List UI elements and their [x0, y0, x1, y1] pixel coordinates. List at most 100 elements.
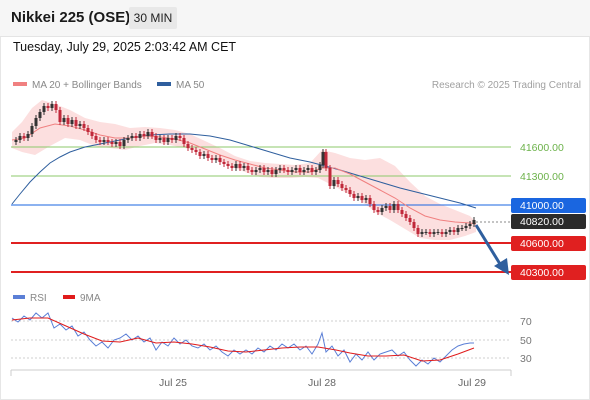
candle-body	[282, 168, 286, 170]
rsi-ma9-line	[11, 317, 475, 362]
candle-body	[70, 120, 74, 124]
candle-body	[110, 142, 114, 144]
candle-body	[26, 134, 30, 138]
candle-body	[444, 232, 448, 234]
candle-body	[194, 150, 198, 152]
candle-body	[178, 136, 182, 138]
candle-body	[182, 138, 186, 144]
rsi-line	[11, 312, 474, 367]
support-tag-1	[511, 236, 586, 251]
candle-body	[138, 134, 142, 138]
candle-body	[274, 170, 278, 174]
candle-body	[102, 140, 106, 142]
candle-body	[262, 168, 266, 172]
candle-body	[226, 164, 230, 166]
candle-body	[368, 198, 372, 204]
candle-body	[14, 140, 18, 142]
candle-body	[154, 136, 158, 140]
candle-body	[456, 228, 460, 232]
candle-body	[468, 224, 472, 226]
timestamp: Tuesday, July 29, 2025 2:03:42 AM CET	[13, 40, 237, 54]
research-credit: Research © 2025 Trading Central	[431, 80, 581, 91]
candle-body	[294, 168, 298, 170]
candle-body	[122, 140, 126, 146]
candle-body	[290, 170, 294, 172]
last-price-label: 40820.00	[520, 216, 564, 228]
pivot-label: 41000.00	[520, 200, 564, 212]
candle-body	[360, 196, 364, 200]
candle-body	[310, 168, 314, 172]
candle-body	[22, 136, 26, 138]
candle-body	[238, 164, 242, 168]
rsi-tick-50: 50	[520, 335, 532, 347]
candle-body	[234, 164, 238, 168]
support-tag-2	[511, 265, 586, 280]
candle-body	[344, 188, 348, 190]
candle-body	[106, 140, 110, 142]
candle-body	[78, 124, 82, 126]
chart-header: Nikkei 225 (OSE) 30 MIN	[0, 0, 590, 37]
ma20-line	[11, 123, 477, 225]
forecast-arrow	[474, 224, 509, 275]
candle-body	[66, 118, 70, 124]
candle-body	[258, 168, 262, 170]
candle-body	[86, 128, 90, 132]
candle-body	[90, 132, 94, 136]
candle-body	[146, 132, 150, 136]
candle-body	[170, 138, 174, 140]
interval-button[interactable]: 30 MIN	[129, 7, 177, 29]
candle-body	[372, 204, 376, 210]
candle-body	[278, 168, 282, 170]
x-tick-jul29: Jul 29	[458, 377, 486, 389]
candle-body	[62, 118, 66, 122]
candle-body	[134, 136, 138, 138]
candle-body	[50, 104, 54, 108]
candle-body	[340, 184, 344, 188]
candle-body	[38, 112, 42, 118]
ma20-label: MA 20 + Bollinger Bands	[32, 80, 142, 91]
candle-body	[82, 124, 86, 128]
candle-body	[58, 110, 62, 122]
candle-body	[126, 138, 130, 140]
legend-ma50: MA 50	[157, 80, 204, 91]
candle-body	[404, 214, 408, 218]
candle-body	[254, 170, 258, 172]
candle-body	[356, 196, 360, 198]
candle-body	[130, 136, 134, 138]
candle-body	[250, 170, 254, 172]
legend-ma20: MA 20 + Bollinger Bands	[13, 80, 142, 91]
ma9-swatch	[63, 295, 75, 300]
candle-body	[270, 170, 274, 174]
candle-body	[324, 152, 328, 168]
candle-body	[46, 106, 50, 108]
candle-body	[222, 162, 226, 164]
candle-body	[388, 206, 392, 210]
candle-body	[348, 190, 352, 194]
candle-body	[162, 138, 166, 142]
candle-body	[332, 180, 336, 186]
candle-body	[34, 118, 38, 126]
candle-body	[420, 232, 424, 234]
candle-body	[246, 166, 250, 170]
candle-body	[440, 232, 444, 234]
candle-body	[54, 104, 58, 110]
candle-body	[400, 210, 404, 214]
candle-body	[18, 136, 22, 140]
candle-body	[432, 232, 436, 234]
candle-body	[380, 208, 384, 212]
candle-body	[202, 154, 206, 156]
rsi-tick-30: 30	[520, 353, 532, 365]
candle-body	[392, 204, 396, 210]
candle-body	[210, 158, 214, 160]
candle-body	[328, 168, 332, 186]
candle-body	[448, 230, 452, 232]
ma50-line	[11, 133, 477, 209]
candle-body	[436, 232, 440, 233]
candle-body	[384, 206, 388, 208]
candle-body	[230, 166, 234, 168]
x-tick-jul25: Jul 25	[159, 377, 187, 389]
legend-9ma: 9MA	[63, 293, 101, 304]
candle-body	[266, 170, 270, 172]
candle-body	[114, 142, 118, 144]
